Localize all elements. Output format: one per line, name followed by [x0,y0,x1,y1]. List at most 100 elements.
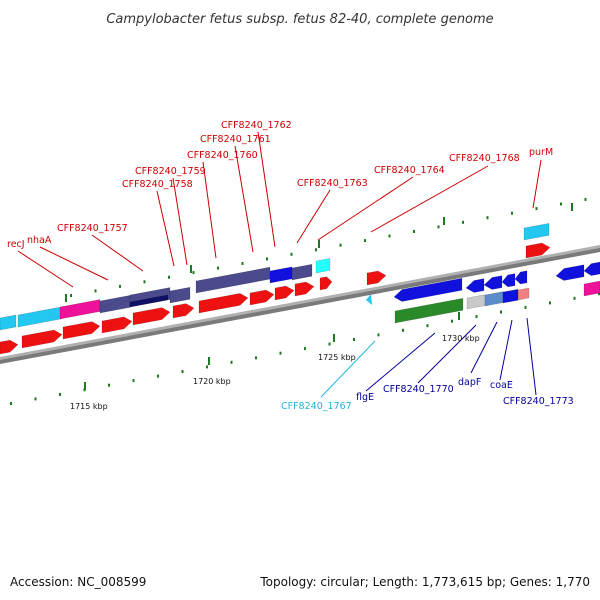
blue-gene-arrow-4 [514,270,528,285]
red-gene-arrow-1 [21,329,63,349]
major-tick-lower-3 [458,312,460,320]
tick-lower [279,351,282,355]
red-gene-arrow-9 [294,281,315,297]
scale-label-1725: 1725 kbp [318,353,356,362]
tick-upper [241,262,244,265]
gene-label-cff8240-1758[interactable]: CFF8240_1758 [122,179,193,190]
red-gene-arrow-11 [366,270,387,286]
tick-upper [511,211,513,215]
upper-feature-11 [583,280,600,297]
tick-upper [462,220,464,224]
gray-feature [466,294,486,310]
summary-text: Topology: circular; Length: 1,773,615 bp… [259,575,590,589]
green-feature [394,298,464,324]
leader-line-8 [296,189,331,244]
upper-gene-labels: recJ nhaA CFF8240_1757 CFF8240_1758 CFF8… [7,120,553,250]
leader-line-14 [417,324,477,384]
tick-lower [426,324,429,328]
tick-lower [157,374,159,378]
leader-line-5 [202,161,217,259]
gene-label-dapf[interactable]: dapF [458,377,481,388]
gene-label-coae[interactable]: coaE [490,380,513,391]
tick-upper [217,266,219,270]
genome-backbone [0,245,600,364]
scale-label-1730: 1730 kbp [442,334,480,343]
tick-lower [304,347,306,351]
red-gene-arrow-3 [101,316,133,334]
gene-label-flge[interactable]: flgE [356,392,374,403]
tick-lower [255,356,257,360]
red-gene-arrow-6 [198,293,249,314]
gene-label-cff8240-1770[interactable]: CFF8240_1770 [383,384,454,395]
red-gene-arrow-12 [525,242,551,259]
major-tick-upper-2 [318,240,320,248]
upper-feature-navy [129,294,169,308]
upper-feature-5 [169,286,191,304]
scale-label-1720: 1720 kbp [193,377,231,386]
blue-gene-arrow-3 [501,273,516,288]
gene-features [0,223,600,355]
gene-label-cff8240-1757[interactable]: CFF8240_1757 [57,223,128,234]
tick-lower [377,333,380,337]
blue-gene-arrow-0 [393,278,463,302]
scale-label-1715: 1715 kbp [70,402,108,411]
leader-line-17 [526,317,537,396]
major-tick-lower-0 [84,382,86,390]
upper-feature-0 [0,314,17,331]
tick-lower [108,383,110,387]
tick-upper [364,239,366,243]
upper-feature-10 [523,223,550,241]
tick-lower [451,319,453,323]
gene-label-nhaa[interactable]: nhaA [27,235,52,246]
tick-lower [549,301,551,305]
major-tick-upper-4 [571,203,573,211]
tick-upper [94,289,97,293]
leader-line-15 [470,321,498,374]
leader-line-3 [156,190,175,267]
gene-label-recj[interactable]: recJ [7,239,25,250]
salmon-feature [517,287,530,301]
major-tick-lower-2 [333,334,335,342]
gene-label-cff8240-1764[interactable]: CFF8240_1764 [374,165,445,176]
gene-label-cff8240-1767[interactable]: CFF8240_1767 [281,401,352,412]
scale-labels: 1715 kbp 1720 kbp 1725 kbp 1730 kbp [70,334,480,411]
tick-lower [206,365,208,369]
tick-lower [181,370,184,373]
major-tick-lower-1 [208,357,210,365]
upper-feature-2 [59,299,101,320]
lower-tick-row [10,292,600,405]
tick-lower [59,392,61,396]
gene-label-cff8240-1760[interactable]: CFF8240_1760 [187,150,258,161]
tick-upper [143,280,146,284]
major-tick-upper-0 [65,294,67,302]
tick-upper [535,207,538,211]
leader-line-9 [317,176,414,241]
blue-gene-arrow-6 [583,261,600,276]
tick-lower [34,397,37,401]
leader-line-2 [91,234,144,272]
gene-label-purm[interactable]: purM [529,147,553,158]
gene-label-cff8240-1768[interactable]: CFF8240_1768 [449,153,520,164]
tick-upper [70,294,72,297]
gene-label-cff8240-1763[interactable]: CFF8240_1763 [297,178,368,189]
tick-lower [524,305,527,309]
tick-upper [560,202,562,206]
red-gene-arrow-4 [132,307,171,326]
tick-upper [413,230,415,233]
accession-text: Accession: NC_008599 [10,575,146,589]
map-title: Campylobacter fetus subsp. fetus 82-40, … [106,12,493,27]
gene-label-cff8240-1759[interactable]: CFF8240_1759 [135,166,206,177]
tick-lower [230,360,233,364]
tick-lower [10,402,12,405]
leader-line-13 [365,332,436,392]
tick-upper [437,225,440,229]
gene-label-cff8240-1773[interactable]: CFF8240_1773 [503,396,574,407]
tick-upper [119,284,121,288]
gene-label-cff8240-1761[interactable]: CFF8240_1761 [200,134,271,145]
leader-line-4 [172,177,188,266]
leader-line-12 [320,340,376,398]
tick-upper [315,248,317,252]
tick-upper [388,234,391,238]
gene-label-cff8240-1762[interactable]: CFF8240_1762 [221,120,292,131]
tick-upper [290,252,293,256]
